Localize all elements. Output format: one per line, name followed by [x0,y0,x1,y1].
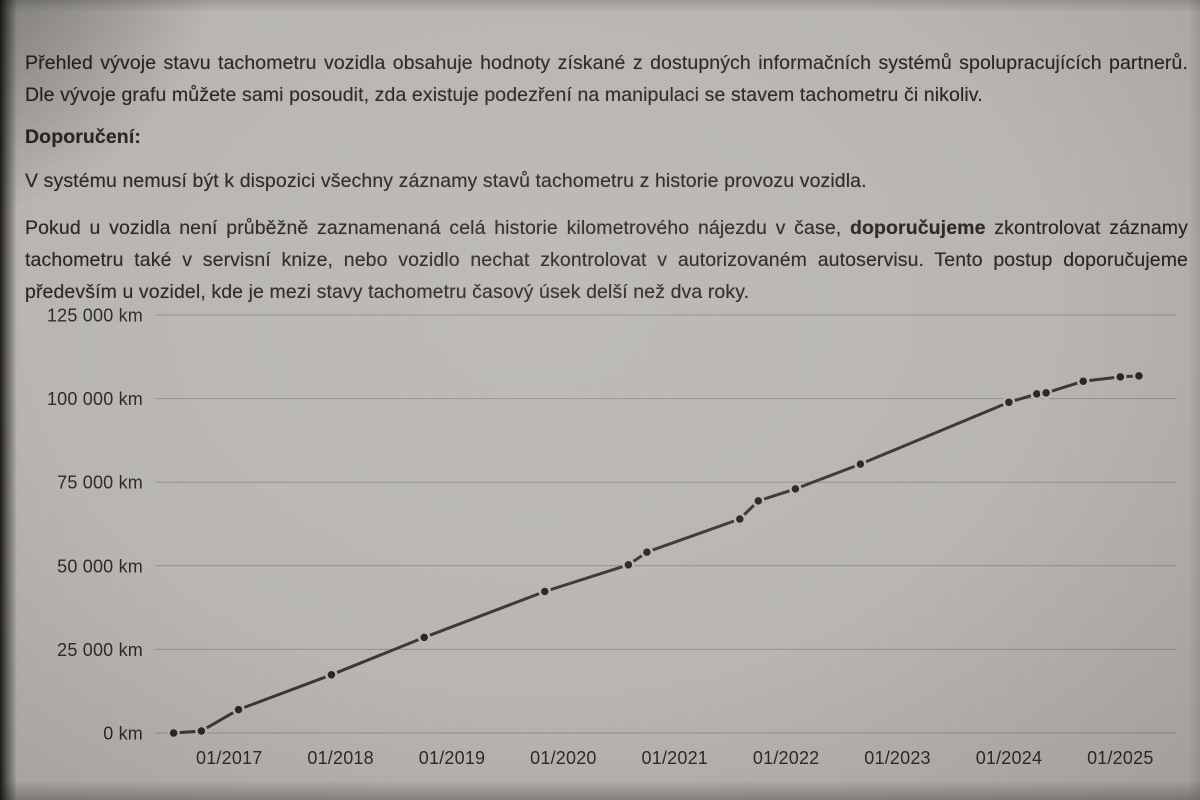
data-point-marker [854,457,867,471]
x-axis-tick-label: 01/2023 [864,748,930,768]
x-axis-tick-label: 01/2025 [1087,748,1153,768]
data-point-marker [195,724,208,738]
x-axis-tick-label: 01/2024 [976,748,1042,768]
data-point-marker [232,703,245,716]
data-point-marker [752,494,765,508]
data-point-marker [1132,369,1146,383]
x-axis-tick-label: 01/2021 [642,748,708,768]
data-point-marker [733,512,747,526]
data-point-marker [167,726,180,740]
y-axis-tick-label: 100 000 km [47,389,143,409]
x-axis-tick-label: 01/2022 [753,748,819,768]
y-axis-tick-label: 0 km [103,724,143,744]
data-point-marker [325,668,338,682]
y-axis-tick-label: 75 000 km [57,473,143,493]
x-axis-tick-label: 01/2019 [419,748,485,768]
data-point-marker [538,585,552,598]
odometer-series-line [172,374,1141,735]
x-axis-tick-label: 01/2017 [196,748,262,768]
data-point-marker [1039,386,1053,400]
data-point-marker [640,545,654,559]
data-point-marker [622,558,635,572]
data-point-marker [417,631,431,644]
data-point-marker [789,482,802,496]
y-axis-tick-label: 125 000 km [47,306,143,326]
data-point-marker [1076,374,1090,388]
data-point-marker [1002,396,1016,409]
data-point-marker [1114,370,1127,384]
x-axis-tick-label: 01/2020 [530,748,596,768]
y-axis-tick-label: 50 000 km [57,556,143,576]
x-axis-tick-label: 01/2018 [307,748,373,768]
y-axis-tick-label: 25 000 km [57,640,143,660]
